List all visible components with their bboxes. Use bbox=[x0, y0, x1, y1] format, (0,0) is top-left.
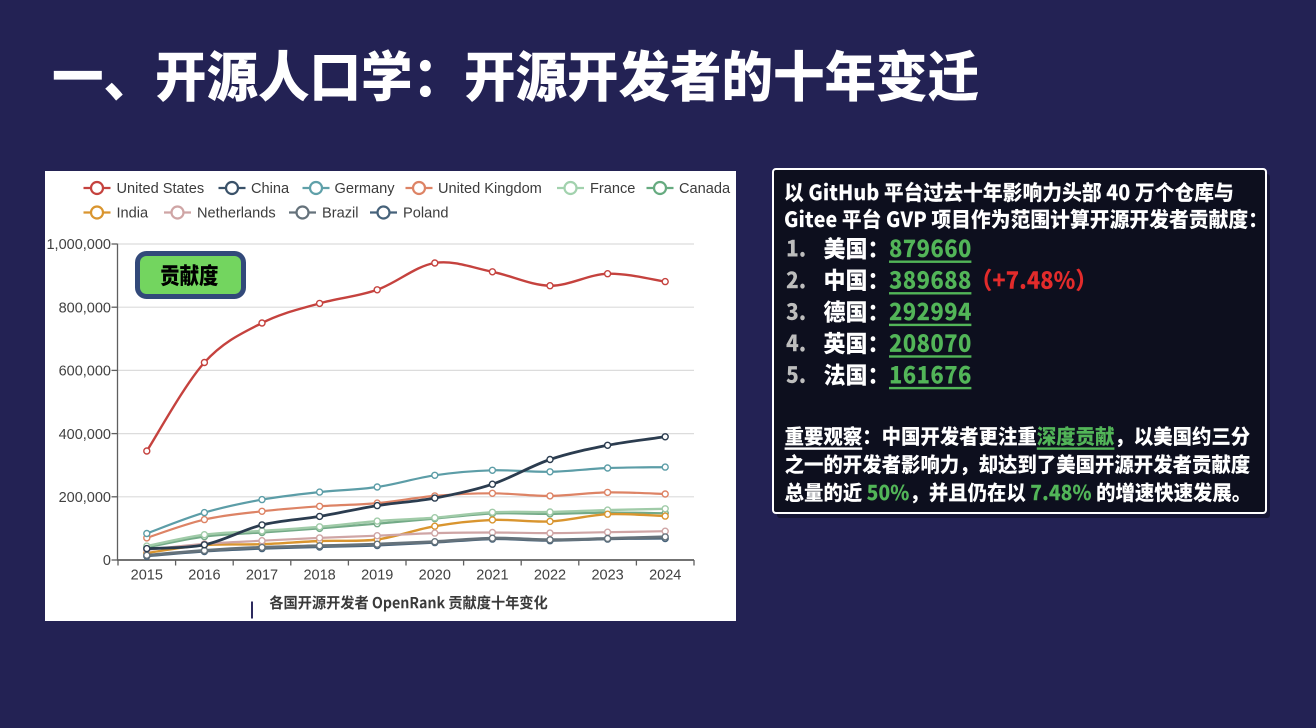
svg-text:800,000: 800,000 bbox=[59, 300, 111, 316]
svg-text:2021: 2021 bbox=[476, 567, 508, 583]
svg-text:United Kingdom: United Kingdom bbox=[438, 181, 542, 197]
svg-text:600,000: 600,000 bbox=[59, 364, 111, 380]
svg-text:Netherlands: Netherlands bbox=[197, 206, 276, 222]
svg-text:France: France bbox=[590, 181, 635, 197]
svg-text:Germany: Germany bbox=[335, 181, 396, 197]
svg-text:2023: 2023 bbox=[591, 567, 623, 583]
svg-text:Canada: Canada bbox=[679, 181, 731, 197]
svg-text:2018: 2018 bbox=[303, 567, 335, 583]
svg-text:Brazil: Brazil bbox=[322, 206, 359, 222]
svg-text:2017: 2017 bbox=[246, 567, 278, 583]
svg-text:200,000: 200,000 bbox=[59, 490, 111, 506]
svg-text:2024: 2024 bbox=[649, 567, 681, 583]
svg-text:1,000,000: 1,000,000 bbox=[46, 237, 111, 253]
svg-text:China: China bbox=[251, 181, 290, 197]
svg-text:400,000: 400,000 bbox=[59, 427, 111, 443]
svg-text:2019: 2019 bbox=[361, 567, 393, 583]
svg-text:0: 0 bbox=[103, 553, 111, 569]
svg-text:United States: United States bbox=[117, 181, 205, 197]
svg-text:Poland: Poland bbox=[403, 206, 448, 222]
svg-text:2022: 2022 bbox=[534, 567, 566, 583]
svg-text:2016: 2016 bbox=[188, 567, 220, 583]
svg-text:India: India bbox=[117, 206, 150, 222]
svg-text:2020: 2020 bbox=[419, 567, 451, 583]
svg-text:2015: 2015 bbox=[131, 567, 163, 583]
